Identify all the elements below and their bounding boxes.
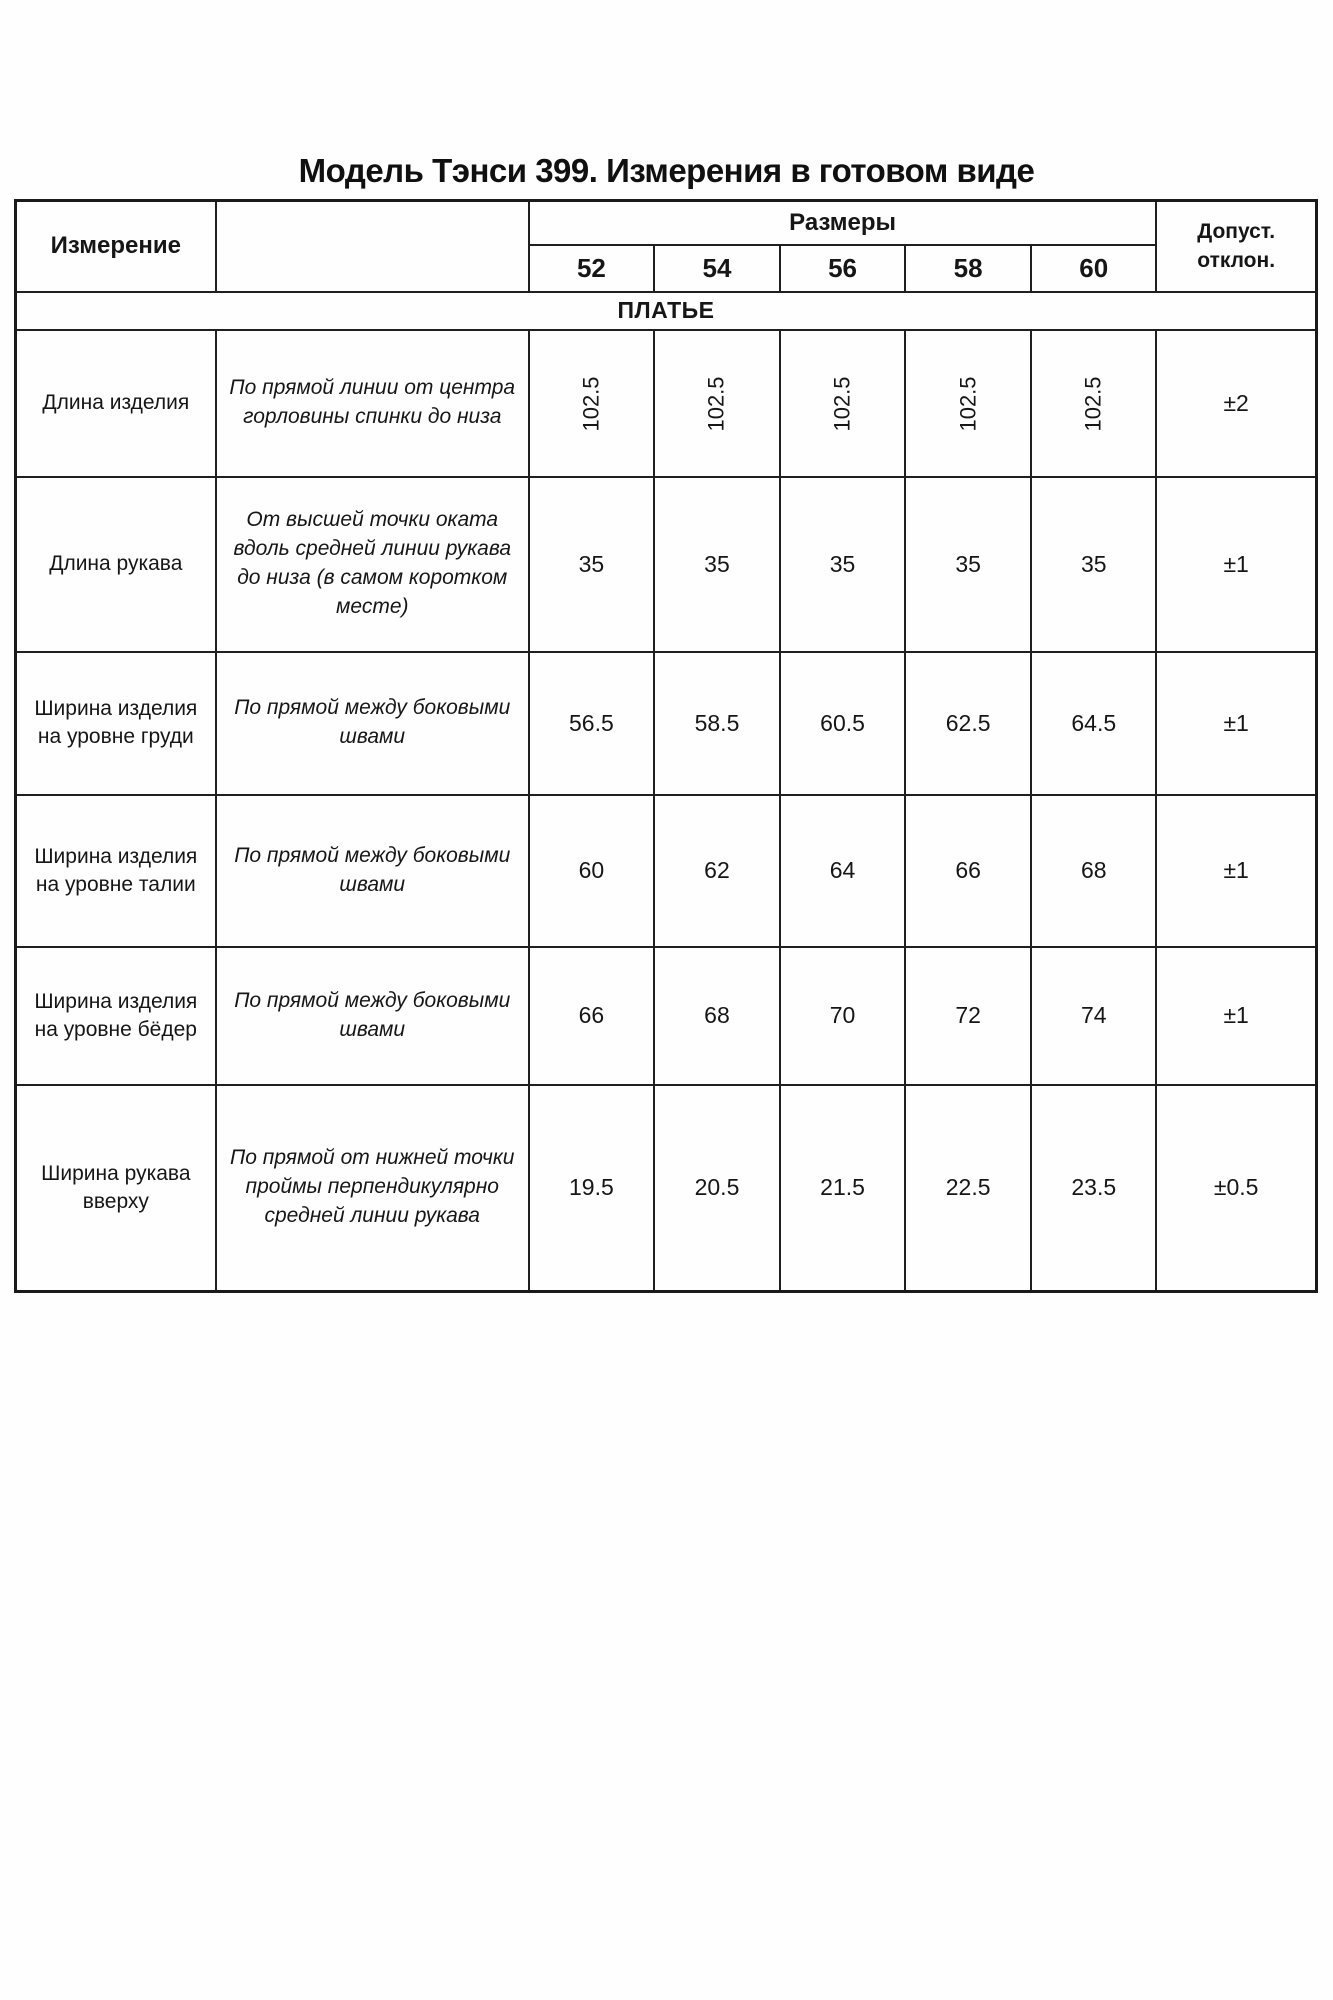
- size-value-cell: 19.5: [527, 1083, 655, 1293]
- deviation-value: ±0.5: [1155, 1083, 1318, 1293]
- measurement-name: Длина рукава: [14, 475, 217, 653]
- measurements-table: Измерение Размеры Допуст. отклон. 52 54 …: [14, 199, 1318, 1293]
- size-value-cell: 22.5: [904, 1083, 1033, 1293]
- table-row: Ширина изделия на уровне груди По прямой…: [14, 650, 1318, 796]
- measurement-description: По прямой между боковыми швами: [214, 793, 530, 948]
- size-value-cell: 102.5: [652, 328, 782, 478]
- header-row-size-numbers: 52 54 56 58 60: [16, 243, 1317, 293]
- measurement-name: Ширина рукава вверху: [14, 1083, 217, 1293]
- size-value-cell: 102.5: [779, 328, 907, 478]
- size-value-cell: 60: [527, 793, 655, 948]
- section-row: ПЛАТЬЕ: [14, 290, 1318, 331]
- col-header-measurement: Измерение: [14, 199, 217, 293]
- col-header-size-54: 54: [652, 243, 782, 293]
- measurement-description: От высшей точки оката вдоль средней лини…: [214, 475, 530, 653]
- measurement-name: Ширина изделия на уровне груди: [14, 650, 217, 796]
- table-row: Ширина рукава вверху По прямой от нижней…: [14, 1083, 1318, 1293]
- col-header-deviation: Допуст. отклон.: [1155, 199, 1318, 293]
- size-value-cell: 21.5: [779, 1083, 907, 1293]
- col-header-description-empty: [214, 199, 530, 293]
- rotated-value: 102.5: [829, 375, 855, 432]
- deviation-value: ±1: [1155, 650, 1318, 796]
- rotated-value: 102.5: [578, 375, 604, 432]
- deviation-value: ±1: [1155, 475, 1318, 653]
- col-header-size-60: 60: [1030, 243, 1158, 293]
- size-value-cell: 35: [779, 475, 907, 653]
- size-value-cell: 56.5: [527, 650, 655, 796]
- size-value-cell: 35: [527, 475, 655, 653]
- size-value-cell: 66: [527, 945, 655, 1086]
- size-value-cell: 70: [779, 945, 907, 1086]
- size-value-cell: 60.5: [779, 650, 907, 796]
- measurement-description: По прямой от нижней точки проймы перпенд…: [214, 1083, 530, 1293]
- col-header-sizes-group: Размеры: [527, 199, 1158, 246]
- deviation-value: ±1: [1155, 945, 1318, 1086]
- size-value-cell: 66: [904, 793, 1033, 948]
- page-title: Модель Тэнси 399. Измерения в готовом ви…: [298, 152, 1035, 189]
- deviation-header-line1: Допуст.: [1197, 219, 1276, 243]
- measurement-description: По прямой между боковыми швами: [214, 945, 530, 1086]
- size-value-cell: 74: [1030, 945, 1158, 1086]
- measurement-description: По прямой между боковыми швами: [214, 650, 530, 796]
- size-value-cell: 102.5: [1030, 328, 1158, 478]
- size-value-cell: 35: [652, 475, 782, 653]
- size-value-cell: 23.5: [1030, 1083, 1158, 1293]
- col-header-size-52: 52: [527, 243, 655, 293]
- rotated-value: 102.5: [703, 375, 729, 432]
- size-value-cell: 20.5: [652, 1083, 782, 1293]
- size-value-cell: 35: [904, 475, 1033, 653]
- size-value-cell: 68: [1030, 793, 1158, 948]
- col-header-size-56: 56: [779, 243, 907, 293]
- measurement-name: Длина изделия: [14, 328, 217, 478]
- measurement-name: Ширина изделия на уровне бёдер: [14, 945, 217, 1086]
- size-value-cell: 72: [904, 945, 1033, 1086]
- size-value-cell: 102.5: [904, 328, 1033, 478]
- table-row: Ширина изделия на уровне бёдер По прямой…: [14, 945, 1318, 1086]
- deviation-value: ±1: [1155, 793, 1318, 948]
- size-value-cell: 35: [1030, 475, 1158, 653]
- measurement-description: По прямой линии от центра горловины спин…: [214, 328, 530, 478]
- table-row: Длина рукава От высшей точки оката вдоль…: [14, 475, 1318, 653]
- size-value-cell: 62: [652, 793, 782, 948]
- size-value-cell: 102.5: [527, 328, 655, 478]
- size-value-cell: 68: [652, 945, 782, 1086]
- deviation-header-line2: отклон.: [1197, 249, 1276, 273]
- table-row: Ширина изделия на уровне талии По прямой…: [14, 793, 1318, 948]
- deviation-value: ±2: [1155, 328, 1318, 478]
- col-header-size-58: 58: [904, 243, 1033, 293]
- section-title: ПЛАТЬЕ: [14, 290, 1318, 331]
- size-value-cell: 62.5: [904, 650, 1033, 796]
- measurement-name: Ширина изделия на уровне талии: [14, 793, 217, 948]
- size-value-cell: 64: [779, 793, 907, 948]
- header-row-sizes-group: Измерение Размеры Допуст. отклон.: [14, 199, 1318, 293]
- size-value-cell: 64.5: [1030, 650, 1158, 796]
- size-value-cell: 58.5: [652, 650, 782, 796]
- rotated-value: 102.5: [1080, 375, 1106, 432]
- table-row: Длина изделия По прямой линии от центра …: [14, 328, 1318, 478]
- rotated-value: 102.5: [955, 375, 981, 432]
